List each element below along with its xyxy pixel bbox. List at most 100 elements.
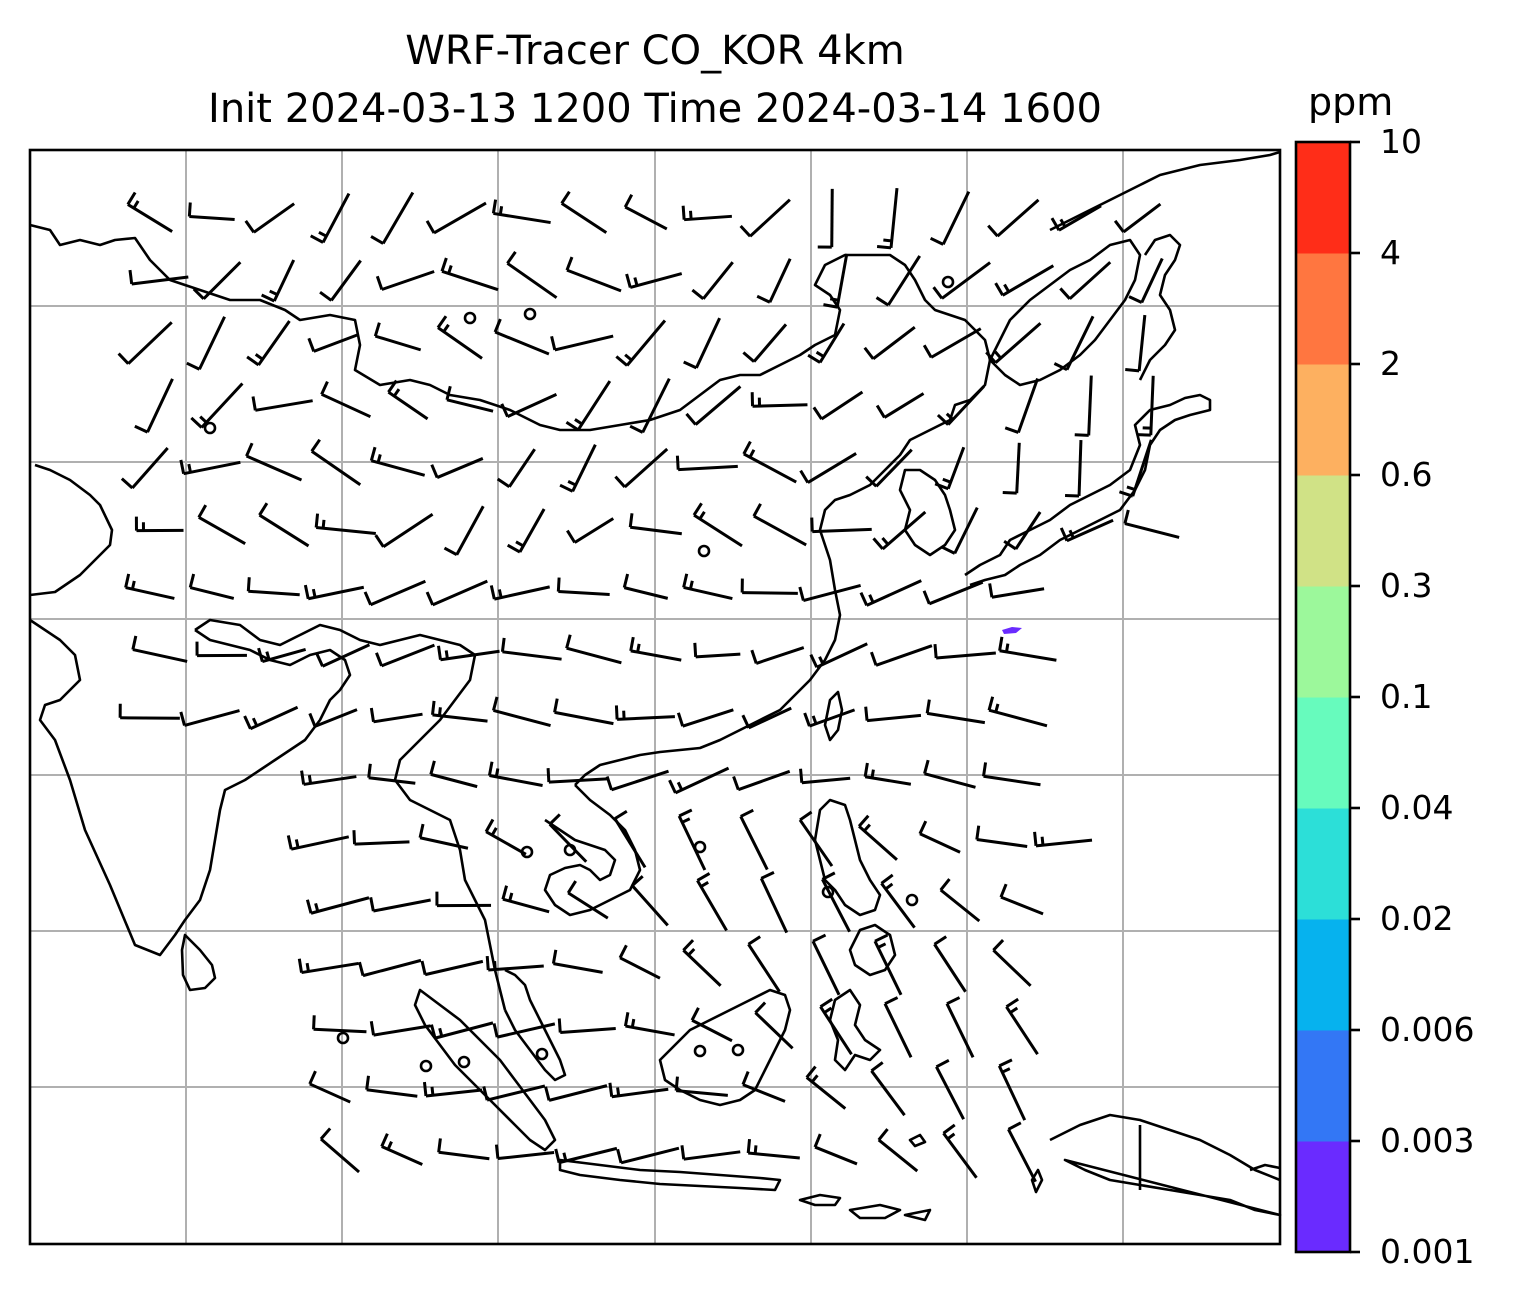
wind-barb bbox=[680, 1145, 741, 1161]
wind-barb bbox=[752, 503, 807, 547]
wind-barb bbox=[124, 573, 175, 600]
colorbar-tick-label: 0.003 bbox=[1380, 1121, 1475, 1160]
wind-barb bbox=[560, 190, 608, 234]
wind-barb bbox=[369, 446, 426, 477]
wind-barb bbox=[608, 1082, 669, 1099]
calm-wind-circle bbox=[693, 840, 707, 854]
wind-barb bbox=[883, 996, 913, 1058]
wind-barb bbox=[370, 191, 415, 245]
wind-barb bbox=[546, 768, 608, 784]
wind-barb bbox=[747, 935, 781, 993]
wind-barb bbox=[880, 873, 916, 929]
wind-barb bbox=[877, 1128, 919, 1173]
wind-barb bbox=[1050, 204, 1102, 232]
wind-barb bbox=[935, 1059, 965, 1120]
wind-barb bbox=[677, 808, 707, 871]
wind-barb bbox=[799, 768, 851, 785]
wind-barb bbox=[810, 517, 872, 534]
wind-barb bbox=[631, 875, 669, 927]
wind-barb bbox=[375, 643, 435, 668]
wind-barb bbox=[179, 709, 240, 727]
wind-barb bbox=[179, 459, 241, 476]
colorbar-tick-label: 0.04 bbox=[1380, 788, 1454, 827]
wind-barb bbox=[622, 573, 669, 600]
wind-barb bbox=[629, 377, 671, 434]
wind-barb bbox=[859, 579, 922, 607]
wind-barb bbox=[803, 708, 856, 728]
calm-wind-circle bbox=[941, 275, 955, 289]
wind-barb bbox=[297, 958, 359, 975]
calm-wind-circle bbox=[457, 1055, 471, 1069]
wind-barb bbox=[756, 258, 792, 304]
wind-barb bbox=[1059, 518, 1114, 543]
calm-wind-circle bbox=[535, 1047, 549, 1061]
wind-barb bbox=[120, 447, 169, 490]
wind-barb bbox=[565, 634, 622, 665]
colorbar-tick-label: 4 bbox=[1380, 233, 1401, 272]
wind-barb bbox=[682, 573, 733, 601]
wind-barb bbox=[875, 255, 921, 307]
wind-barb bbox=[506, 250, 558, 299]
wind-barb bbox=[1136, 375, 1155, 437]
wind-barb bbox=[128, 269, 189, 286]
wind-barb bbox=[369, 896, 431, 913]
wind-barb bbox=[746, 1138, 800, 1160]
wind-barb bbox=[565, 380, 612, 432]
wind-barb bbox=[1128, 257, 1164, 304]
wind-barb bbox=[315, 643, 371, 668]
wind-barb bbox=[258, 502, 310, 548]
wind-barb bbox=[314, 513, 376, 535]
wind-barb bbox=[559, 444, 597, 493]
wind-barb bbox=[436, 315, 483, 360]
colorbar-tick-label: 0.006 bbox=[1380, 1010, 1475, 1049]
calm-wind-circle bbox=[821, 885, 835, 899]
wind-barb bbox=[566, 880, 609, 920]
wind-barb bbox=[430, 457, 484, 479]
wind-barb bbox=[319, 1127, 361, 1174]
wind-barb bbox=[933, 935, 967, 993]
wind-barb bbox=[437, 645, 500, 662]
wind-barb bbox=[358, 958, 422, 978]
wind-barb bbox=[985, 322, 1042, 364]
wind-barb bbox=[246, 577, 300, 597]
colorbar-segment bbox=[1296, 586, 1350, 698]
wind-barb bbox=[437, 1138, 490, 1161]
wind-barb bbox=[493, 318, 550, 356]
wind-barb bbox=[303, 584, 365, 601]
wind-barb bbox=[805, 1065, 847, 1110]
wind-barb bbox=[683, 317, 721, 370]
wind-barb bbox=[440, 257, 499, 292]
wind-barb bbox=[992, 939, 1032, 987]
wind-barb bbox=[261, 259, 296, 303]
colorbar-segment bbox=[1296, 919, 1350, 1031]
wind-barb bbox=[425, 579, 488, 607]
wind-barb bbox=[813, 1133, 858, 1166]
colorbar-segment bbox=[1296, 253, 1350, 365]
wind-barb bbox=[506, 508, 546, 554]
wind-barb bbox=[798, 810, 834, 867]
wind-barb bbox=[197, 504, 246, 545]
wind-barb bbox=[1065, 439, 1083, 498]
wind-barb bbox=[982, 762, 1041, 787]
wind-barb bbox=[613, 809, 647, 869]
wind-barb bbox=[799, 452, 857, 484]
wind-barb bbox=[251, 396, 313, 412]
wind-barb bbox=[987, 198, 1040, 238]
wind-barb bbox=[195, 641, 247, 658]
wind-barb bbox=[875, 392, 925, 419]
wind-barb bbox=[739, 198, 791, 238]
wind-barb bbox=[429, 760, 478, 789]
wind-barb bbox=[387, 379, 429, 421]
wind-barb bbox=[192, 261, 242, 300]
colorbar-segment bbox=[1296, 697, 1350, 809]
wind-barb bbox=[863, 325, 916, 361]
colorbar-segment bbox=[1296, 475, 1350, 587]
colorbar-tick-label: 10 bbox=[1380, 122, 1422, 161]
wind-barb bbox=[740, 578, 798, 595]
wind-barb bbox=[741, 706, 792, 730]
wind-barb bbox=[134, 516, 184, 533]
wind-barb bbox=[491, 199, 551, 225]
wind-barb bbox=[300, 770, 357, 786]
map-title-line1: WRF-Tracer CO_KOR 4km bbox=[405, 28, 905, 74]
